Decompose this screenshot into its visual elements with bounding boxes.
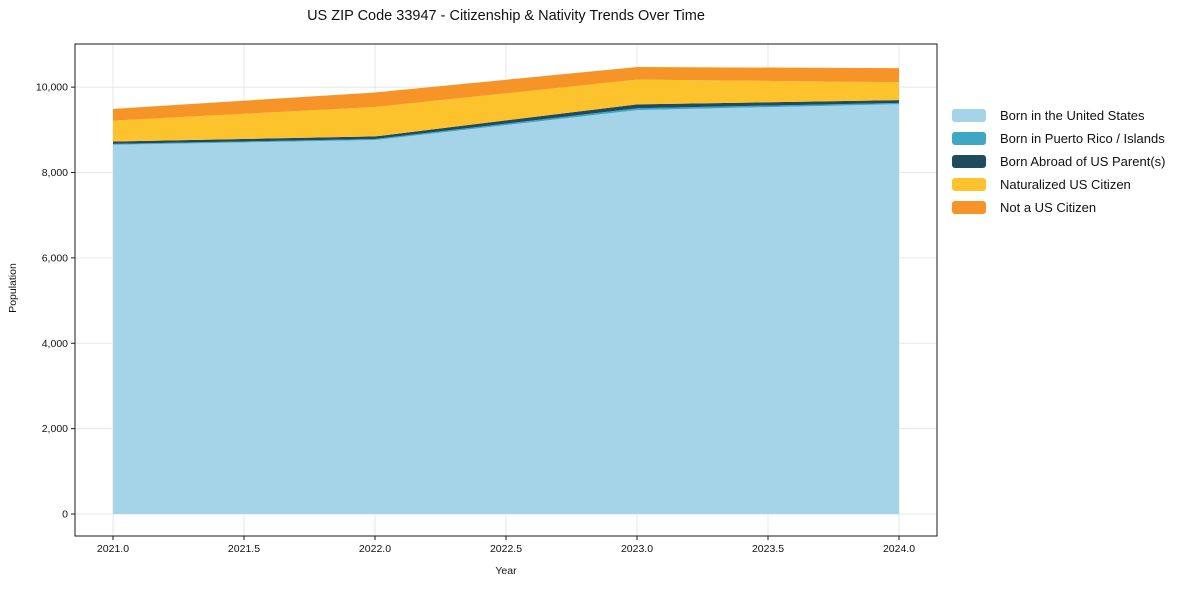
legend-swatch-icon: [952, 201, 986, 214]
x-tick-label: 2022.0: [359, 543, 391, 555]
y-tick-label: 10,000: [36, 82, 68, 94]
x-tick-label: 2023.5: [752, 543, 784, 555]
area-born-in-the-united-states: [112, 104, 900, 515]
legend: Born in the United States Born in Puerto …: [952, 104, 1165, 219]
x-tick-label: 2021.5: [228, 543, 260, 555]
y-tick-label: 2,000: [42, 423, 68, 435]
legend-label: Not a US Citizen: [1000, 200, 1097, 215]
y-tick-label: 8,000: [42, 167, 68, 179]
legend-item: Born in the United States: [952, 104, 1165, 127]
legend-item: Naturalized US Citizen: [952, 173, 1165, 196]
x-tick-label: 2023.0: [621, 543, 653, 555]
area-born-in-puerto-rico-islands: [112, 102, 900, 145]
legend-label: Naturalized US Citizen: [1000, 177, 1131, 192]
y-tick-label: 4,000: [42, 338, 68, 350]
y-tick-label: 0: [62, 509, 68, 521]
legend-label: Born in Puerto Rico / Islands: [1000, 131, 1165, 146]
legend-swatch-icon: [952, 109, 986, 122]
x-tick-label: 2024.0: [883, 543, 915, 555]
x-axis-label: Year: [495, 565, 517, 577]
x-tick-label: 2021.0: [97, 543, 129, 555]
area-naturalized-us-citizen: [112, 79, 900, 142]
legend-label: Born Abroad of US Parent(s): [1000, 154, 1166, 169]
area-born-abroad-of-us-parent-s: [112, 100, 900, 144]
x-tick-label: 2022.5: [490, 543, 522, 555]
legend-label: Born in the United States: [1000, 108, 1145, 123]
y-axis-label: Population: [7, 263, 19, 313]
legend-item: Not a US Citizen: [952, 196, 1165, 219]
chart-title: US ZIP Code 33947 - Citizenship & Nativi…: [307, 8, 705, 24]
area-not-a-us-citizen: [112, 67, 900, 121]
legend-swatch-icon: [952, 132, 986, 145]
y-tick-label: 6,000: [42, 252, 68, 264]
legend-item: Born in Puerto Rico / Islands: [952, 127, 1165, 150]
legend-swatch-icon: [952, 155, 986, 168]
legend-swatch-icon: [952, 178, 986, 191]
legend-item: Born Abroad of US Parent(s): [952, 150, 1165, 173]
